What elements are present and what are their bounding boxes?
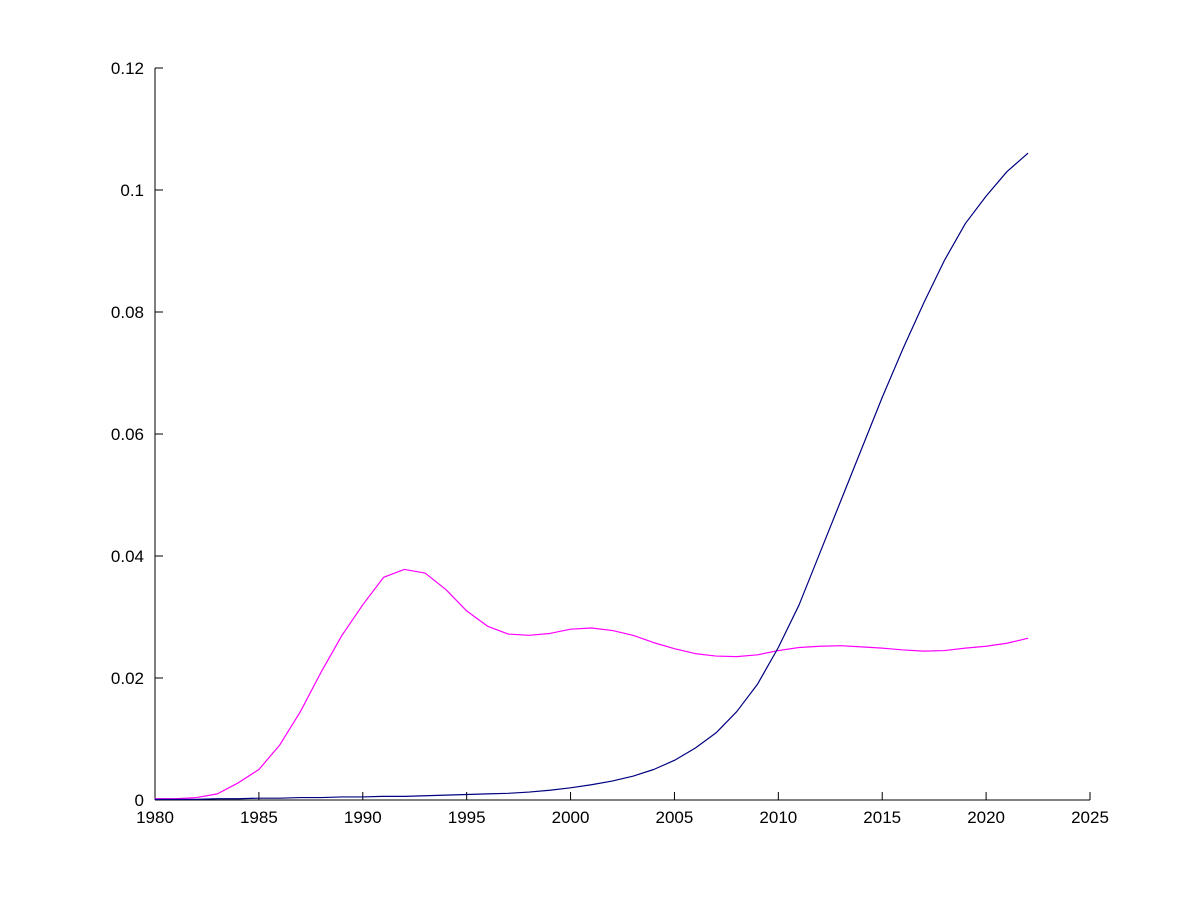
x-tick-label: 2015 bbox=[863, 808, 901, 827]
y-tick-label: 0.08 bbox=[111, 303, 144, 322]
x-tick-label: 1990 bbox=[344, 808, 382, 827]
y-tick-label: 0.1 bbox=[120, 181, 144, 200]
y-tick-label: 0.04 bbox=[111, 547, 144, 566]
x-tick-label: 2025 bbox=[1071, 808, 1109, 827]
y-tick-label: 0.06 bbox=[111, 425, 144, 444]
x-tick-label: 2005 bbox=[656, 808, 694, 827]
y-tick-label: 0.02 bbox=[111, 669, 144, 688]
blue-series bbox=[154, 152, 1029, 800]
x-tick-label: 2000 bbox=[552, 808, 590, 827]
x-tick-label: 1995 bbox=[448, 808, 486, 827]
magenta-series bbox=[154, 568, 1029, 800]
y-tick-label: 0.12 bbox=[111, 59, 144, 78]
x-tick-label: 1985 bbox=[240, 808, 278, 827]
x-tick-label: 1980 bbox=[136, 808, 174, 827]
x-tick-label: 2020 bbox=[967, 808, 1005, 827]
x-tick-label: 2010 bbox=[759, 808, 797, 827]
y-tick-label: 0 bbox=[135, 791, 144, 810]
